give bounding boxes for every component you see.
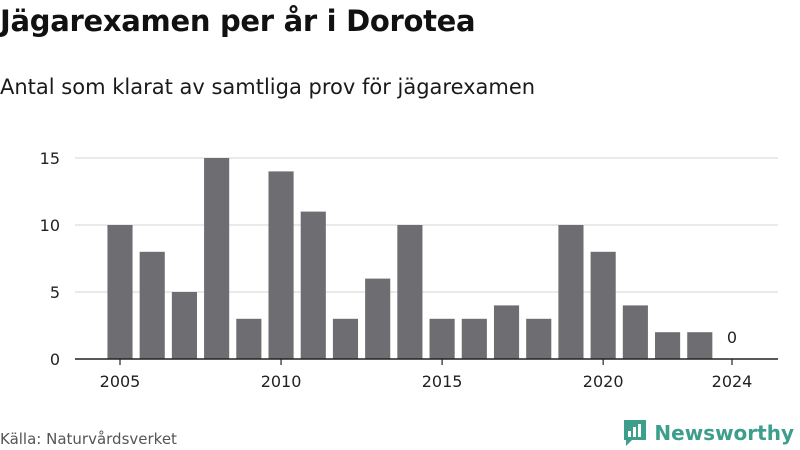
y-tick-label-15: 15 — [40, 149, 60, 168]
bar-2023 — [687, 332, 713, 359]
bar-2020 — [590, 251, 616, 359]
bar-2022 — [655, 332, 681, 359]
bar-2021 — [622, 305, 648, 359]
bar-2019 — [558, 225, 584, 359]
bar-2017 — [493, 305, 520, 359]
bar-2012 — [332, 318, 359, 359]
bar-2015 — [429, 318, 455, 359]
x-tick-label-2024: 2024 — [712, 372, 753, 391]
x-tick-label-2015: 2015 — [422, 372, 463, 391]
y-tick-label-0: 0 — [50, 350, 60, 369]
brand-name: Newsworthy — [654, 421, 794, 445]
bar-2016 — [461, 318, 487, 359]
bar-2010 — [268, 171, 294, 359]
y-tick-label-10: 10 — [40, 216, 60, 235]
bar-2006 — [139, 251, 165, 359]
brand: Newsworthy — [622, 418, 794, 448]
y-tick-label-5: 5 — [50, 283, 60, 302]
newsworthy-logo-icon — [624, 420, 647, 446]
bar-2013 — [365, 278, 391, 359]
bar-2007 — [171, 292, 197, 359]
bar-2018 — [526, 318, 552, 359]
x-tick-label-2020: 2020 — [583, 372, 624, 391]
bar-2008 — [204, 158, 230, 359]
x-tick-label-2005: 2005 — [100, 372, 141, 391]
x-tick-label-2010: 2010 — [261, 372, 302, 391]
chart-title: Jägarexamen per år i Dorotea — [0, 4, 476, 38]
bar-2011 — [300, 211, 326, 359]
bar-2014 — [397, 225, 423, 359]
bar-2009 — [236, 318, 262, 359]
data-label-2024: 0 — [727, 328, 737, 347]
chart-subtitle: Antal som klarat av samtliga prov för jä… — [0, 75, 536, 99]
source-note: Källa: Naturvårdsverket — [0, 430, 177, 448]
bar-2005 — [107, 225, 133, 359]
